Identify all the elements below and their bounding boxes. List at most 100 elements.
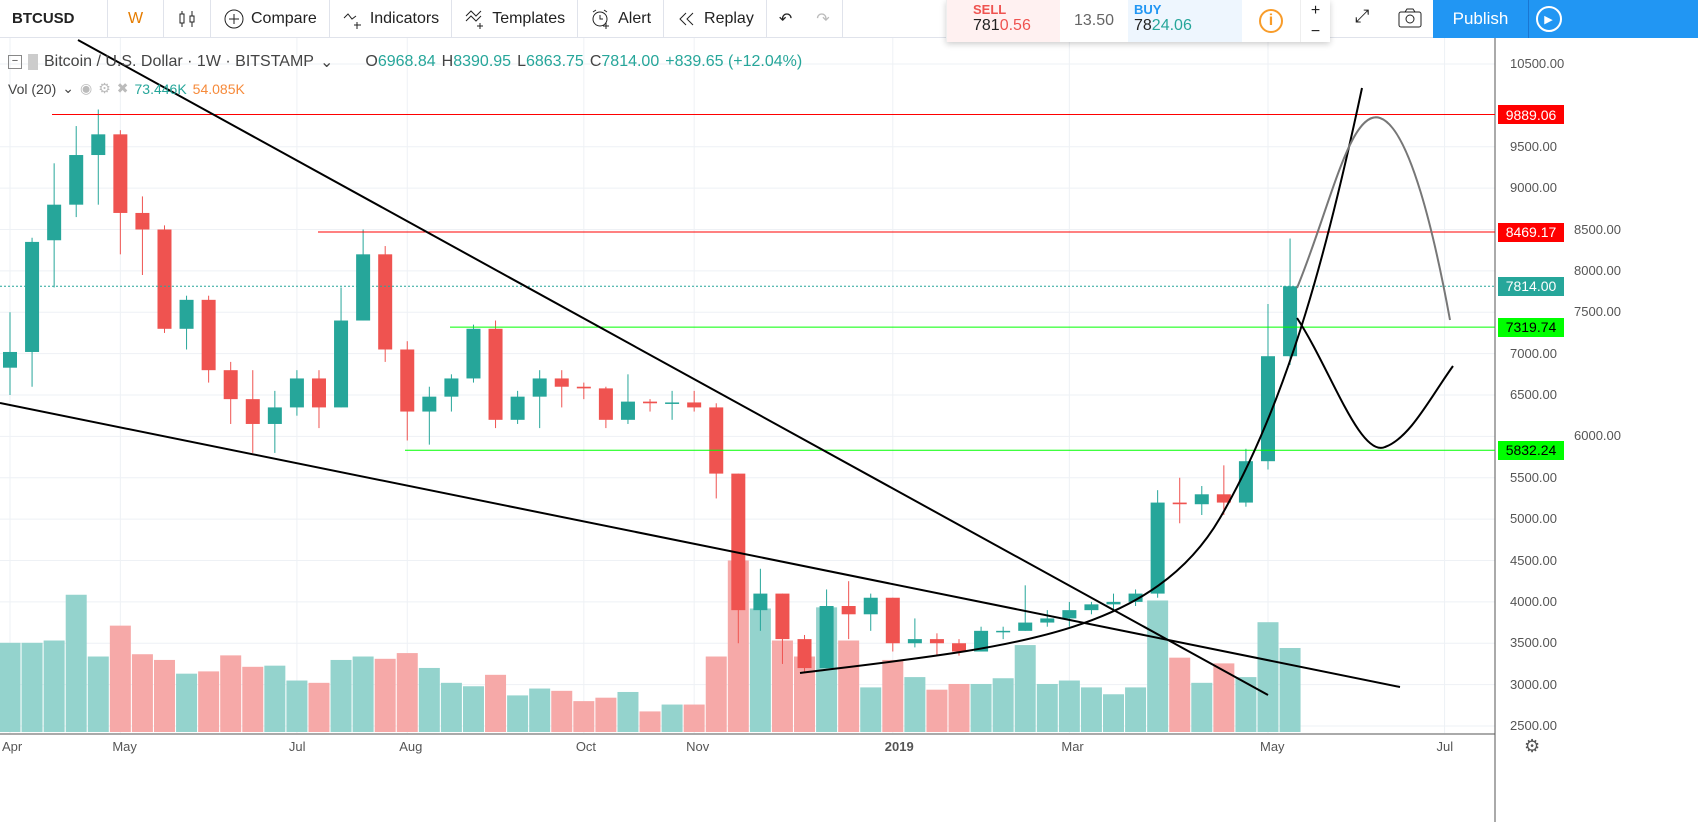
publish-button[interactable]: Publish ▶ [1433,0,1698,38]
eye-icon[interactable]: ◉ [79,80,93,96]
candle-body [25,241,40,352]
volume-bar [1279,647,1301,732]
alert-button[interactable]: Alert [578,0,665,38]
price-tick-label: 8000.00 [1574,262,1621,278]
volume-bar [1257,622,1279,732]
redo-button[interactable]: ↷ [804,0,843,38]
candles-icon [179,10,195,27]
sell-price-minor: 0.56 [999,17,1031,34]
candle-body [885,597,900,644]
templates-label: Templates [492,9,566,27]
candle-body [1194,494,1209,505]
open-value: 6968.84 [377,53,436,70]
volume-bar [683,704,705,732]
volume-value: 73.446K [134,80,187,97]
candle-body [1106,601,1121,605]
volume-bar [131,654,153,732]
price-level-label: 9889.06 [1498,105,1564,125]
candle-body [1283,286,1298,357]
volume-bar [176,673,198,732]
price-tick-label: 7000.00 [1510,345,1557,361]
chevron-down-icon[interactable]: ⌄ [319,54,334,71]
volume-bar [43,640,65,732]
templates-icon [465,9,484,29]
volume-bar [1014,645,1036,732]
indicators-button[interactable]: Indicators [330,0,453,38]
interval-button[interactable]: W [108,0,164,38]
candle-body [753,593,768,611]
candle-body [665,402,680,404]
candle-body [1216,494,1231,503]
time-tick-label: May [1259,739,1285,754]
gear-icon[interactable]: ⚙ [98,80,111,96]
camera-icon[interactable] [1397,6,1423,35]
rewind-icon [679,12,694,25]
volume-bar [992,678,1014,732]
volume-bar [573,701,595,732]
collapse-icon[interactable]: − [8,55,22,69]
buy-price-major: 78 [1134,17,1152,34]
volume-bar [1036,683,1058,732]
fullscreen-icon[interactable]: ⤢ [1355,6,1370,26]
buy-button[interactable]: BUY 7824.06 [1128,0,1242,42]
flag-icon [28,54,38,70]
chart-type-button[interactable] [164,0,211,38]
candle-body [157,229,172,329]
volume-bar [418,667,440,732]
time-tick-label: Jul [1436,739,1454,754]
templates-button[interactable]: Templates [452,0,579,38]
top-toolbar: BTCUSD W Compare Indicators Templates Al… [0,0,1698,38]
zoom-in-icon[interactable]: + [1310,1,1321,19]
price-tick-label: 9000.00 [1510,180,1557,196]
play-icon[interactable]: ▶ [1528,0,1568,38]
undo-button[interactable]: ↶ [778,10,793,28]
compare-button[interactable]: Compare [211,0,330,38]
price-chart[interactable] [0,38,1698,822]
sell-button[interactable]: SELL 7810.56 [946,0,1060,42]
symbol-legend: − Bitcoin / U.S. Dollar · 1W · BITSTAMP ⌄… [8,52,802,72]
volume-bar [948,683,970,732]
volume-bar [639,711,661,732]
volume-ma-value: 54.085K [192,80,245,97]
volume-bar [1103,694,1124,732]
volume-bar [794,656,816,732]
candle-body [687,402,702,408]
symbol-search[interactable]: BTCUSD [0,0,108,38]
candle-body [532,378,547,397]
time-tick-label: 2019 [884,739,914,754]
candle-body [863,597,878,615]
zoom-out-icon[interactable]: − [1310,22,1321,40]
volume-bar [87,656,109,732]
curve-drawing [1296,116,1451,321]
settings-gear-icon[interactable]: ⚙ [1524,736,1541,756]
candle-body [554,378,569,387]
time-tick-label: Apr [2,739,23,754]
volume-bar [1235,677,1257,732]
close-icon[interactable]: ✖ [116,80,129,96]
chevron-down-icon[interactable]: ⌄ [62,80,74,96]
volume-bar [21,642,43,732]
candle-body [841,606,856,615]
volume-bar [0,642,21,732]
candle-body [731,473,746,611]
candle-body [267,407,282,424]
time-tick-label: Nov [686,739,710,754]
plus-circle-icon [224,9,244,28]
volume-label[interactable]: Vol (20) [8,80,57,97]
candle-body [47,204,62,241]
replay-button[interactable]: Replay [664,0,767,38]
candle-body [576,386,591,389]
symbol-title[interactable]: Bitcoin / U.S. Dollar · 1W · BITSTAMP [44,53,314,70]
price-tick-label: 4000.00 [1510,593,1557,609]
candle-body [1128,593,1143,602]
candle-body [1150,502,1165,594]
volume-bar [330,659,352,732]
price-tick-label: 10500.00 [1510,56,1565,71]
info-icon[interactable]: i [1242,0,1300,42]
candle-body [113,134,128,213]
candle-body [245,399,260,424]
volume-bar [242,666,264,732]
price-tick-label: 5500.00 [1510,469,1557,485]
volume-bar [529,688,551,732]
price-tick-label: 5000.00 [1510,511,1557,527]
